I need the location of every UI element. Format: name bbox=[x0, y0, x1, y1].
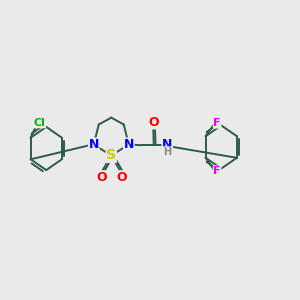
Text: O: O bbox=[96, 171, 106, 184]
Text: N: N bbox=[162, 137, 172, 151]
Text: O: O bbox=[148, 116, 159, 129]
Text: F: F bbox=[213, 166, 221, 176]
Text: N: N bbox=[124, 138, 134, 151]
Text: F: F bbox=[213, 118, 221, 128]
Text: H: H bbox=[163, 147, 171, 157]
Text: Cl: Cl bbox=[34, 118, 46, 128]
Text: N: N bbox=[88, 138, 99, 151]
Text: O: O bbox=[116, 171, 127, 184]
Text: S: S bbox=[106, 148, 116, 162]
